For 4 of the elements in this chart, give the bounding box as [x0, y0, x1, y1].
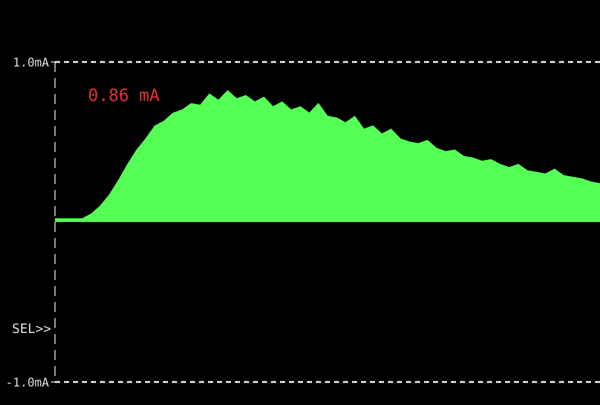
text: SEL>> — [12, 322, 52, 337]
annotation: 0.86 mA — [88, 86, 160, 106]
y-tick-label: 1.0mA — [12, 55, 50, 70]
y-tick-label: -1.0mA — [6, 375, 50, 390]
